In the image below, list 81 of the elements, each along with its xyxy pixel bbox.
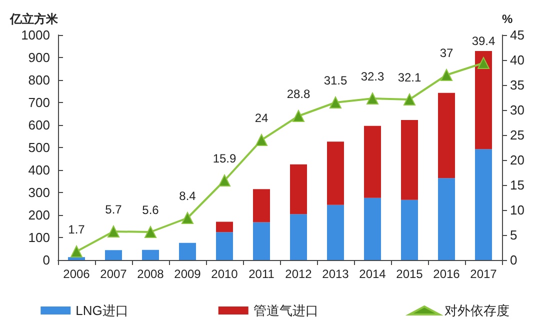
bar	[401, 120, 418, 200]
x-tick-label: 2010	[211, 267, 238, 281]
bar	[438, 92, 455, 178]
data-label: 15.9	[212, 152, 236, 166]
data-label: 31.5	[324, 74, 348, 88]
data-label: 39.4	[472, 34, 496, 48]
point	[292, 110, 304, 122]
legend-label: 对外依存度	[444, 303, 510, 318]
y-axis-title: 亿立方米	[9, 12, 59, 26]
bar	[290, 214, 307, 260]
y2-tick-label: 15	[510, 178, 524, 192]
y2-tick-label: 5	[510, 228, 518, 242]
y2-tick-label: 10	[510, 202, 524, 218]
x-tick-label: 2011	[248, 267, 275, 281]
data-label: 24	[254, 111, 268, 125]
bar	[364, 126, 381, 198]
point	[218, 174, 230, 186]
y-tick-label: 1000	[21, 28, 50, 42]
bar	[438, 178, 455, 260]
point	[256, 134, 268, 146]
y2-tick-label: 30	[510, 102, 524, 118]
bar	[290, 164, 307, 214]
point	[70, 246, 82, 258]
y-tick-label: 900	[28, 50, 50, 65]
y2-tick-label: 35	[510, 78, 524, 92]
point	[404, 94, 416, 106]
point	[478, 57, 490, 69]
point	[182, 212, 194, 224]
x-tick-label: 2013	[322, 267, 350, 281]
x-tick-label: 2009	[174, 267, 202, 281]
legend-label: LNG进口	[76, 303, 128, 318]
data-label: 1.7	[68, 222, 86, 236]
x-tick-label: 2012	[285, 267, 312, 281]
legend-label: 管道气进口	[253, 303, 318, 318]
data-label: 5.6	[142, 203, 160, 217]
x-tick-label: 2015	[396, 267, 424, 281]
data-label: 32.1	[398, 70, 422, 84]
y-tick-label: 500	[28, 140, 50, 155]
bar	[179, 242, 196, 260]
y2-tick-label: 20	[510, 152, 524, 168]
y2-tick-label: 25	[510, 128, 524, 142]
bar	[105, 250, 122, 260]
x-tick-label: 2008	[137, 267, 164, 281]
y-tick-label: 400	[28, 162, 50, 178]
y-tick-label: 100	[28, 230, 50, 245]
data-label: 8.4	[179, 189, 196, 203]
y-tick-label: 200	[28, 208, 50, 222]
bar	[253, 189, 270, 222]
y-tick-label: 300	[28, 185, 50, 200]
x-tick-label: 2017	[470, 267, 498, 281]
bar	[327, 204, 344, 260]
point	[108, 226, 120, 238]
y-tick-label: 700	[28, 95, 50, 110]
y-tick-label: 600	[28, 118, 50, 132]
bar	[364, 198, 381, 260]
point	[440, 69, 452, 81]
point	[330, 96, 342, 108]
x-tick-label: 2014	[359, 267, 386, 281]
bar	[401, 200, 418, 260]
bar	[327, 142, 344, 205]
bar	[475, 50, 492, 150]
y2-tick-label: 40	[510, 52, 524, 68]
data-label: 28.8	[286, 87, 310, 101]
data-label: 5.7	[105, 202, 122, 216]
y2-axis-title: %	[502, 12, 513, 26]
x-tick-label: 2006	[63, 267, 90, 281]
bar	[253, 222, 270, 260]
bar	[216, 232, 233, 260]
y-tick-label: 800	[28, 72, 50, 88]
y2-tick-label: 0	[510, 252, 518, 268]
point	[366, 92, 378, 104]
data-label: 32.3	[360, 70, 384, 84]
bar	[142, 250, 159, 260]
data-label: 37	[440, 46, 454, 60]
y-tick-label: 0	[42, 252, 50, 268]
bar	[216, 222, 233, 232]
x-tick-label: 2007	[100, 267, 128, 281]
y2-tick-label: 45	[510, 28, 524, 42]
bar	[475, 149, 492, 260]
point	[144, 226, 156, 238]
x-tick-label: 2016	[433, 267, 460, 281]
